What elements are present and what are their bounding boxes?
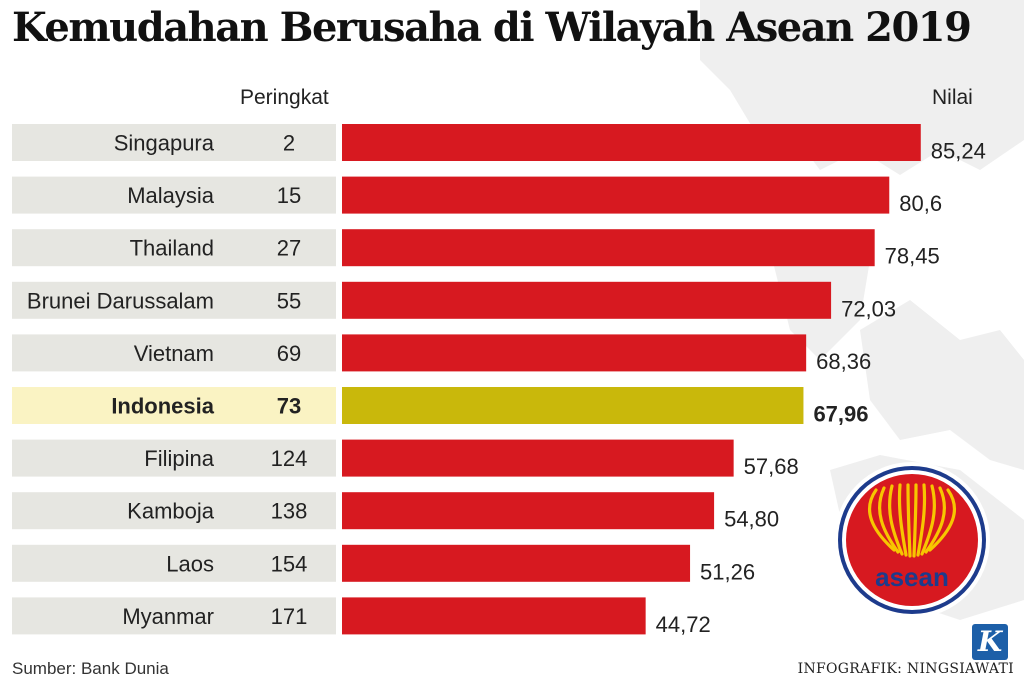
- rank-label: 15: [277, 183, 301, 208]
- bar: [342, 176, 890, 214]
- category-label: Vietnam: [134, 341, 214, 366]
- category-label: Filipina: [144, 446, 214, 471]
- rank-column-header: Peringkat: [240, 86, 329, 109]
- bar: [342, 124, 921, 161]
- rank-label: 73: [277, 394, 301, 419]
- bar: [342, 597, 646, 635]
- value-label: 85,24: [931, 139, 986, 164]
- value-label: 44,72: [656, 612, 711, 637]
- value-label: 72,03: [841, 296, 896, 321]
- asean-logo: asean: [834, 462, 990, 618]
- row-background: [12, 492, 336, 530]
- category-label: Singapura: [114, 131, 215, 156]
- value-label: 68,36: [816, 349, 871, 374]
- value-label: 67,96: [813, 402, 868, 427]
- bar: [342, 387, 804, 424]
- bar: [342, 492, 715, 530]
- rank-label: 69: [277, 341, 301, 366]
- value-column-header: Nilai: [932, 86, 973, 109]
- row-background: [12, 387, 336, 424]
- rank-label: 124: [271, 446, 308, 471]
- rank-label: 2: [283, 131, 295, 156]
- bar: [342, 229, 875, 267]
- row-background: [12, 597, 336, 635]
- category-label: Thailand: [130, 236, 214, 261]
- source-note: Sumber: Bank Dunia: [12, 659, 169, 678]
- value-label: 80,6: [899, 191, 942, 216]
- row-background: [12, 544, 336, 582]
- row-background: [12, 439, 336, 477]
- kompas-k-logo: K: [972, 624, 1008, 660]
- value-label: 78,45: [885, 244, 940, 269]
- rank-label: 55: [277, 288, 301, 313]
- category-label: Kamboja: [127, 499, 215, 524]
- chart-title: Kemudahan Berusaha di Wilayah Asean 2019: [12, 4, 972, 51]
- bar: [342, 544, 691, 582]
- row-background: [12, 281, 336, 319]
- rice-stalks-icon: [867, 483, 957, 558]
- category-label: Malaysia: [127, 183, 215, 208]
- bar: [342, 334, 807, 372]
- row-background: [12, 176, 336, 214]
- rank-label: 171: [271, 604, 308, 629]
- bar: [342, 439, 734, 477]
- rank-label: 27: [277, 236, 301, 261]
- category-label: Myanmar: [122, 604, 214, 629]
- bar: [342, 281, 832, 319]
- rank-label: 154: [271, 551, 308, 576]
- value-label: 57,68: [744, 454, 799, 479]
- row-background: [12, 229, 336, 267]
- row-background: [12, 334, 336, 372]
- category-label: Indonesia: [111, 394, 214, 419]
- asean-logo-text: asean: [875, 562, 949, 592]
- value-label: 54,80: [724, 507, 779, 532]
- category-label: Brunei Darussalam: [27, 288, 214, 313]
- rank-label: 138: [271, 499, 308, 524]
- infographic-credit: INFOGRAFIK: NINGSIAWATI: [797, 661, 1014, 677]
- value-label: 51,26: [700, 559, 755, 584]
- row-background: [12, 124, 336, 161]
- category-label: Laos: [166, 551, 214, 576]
